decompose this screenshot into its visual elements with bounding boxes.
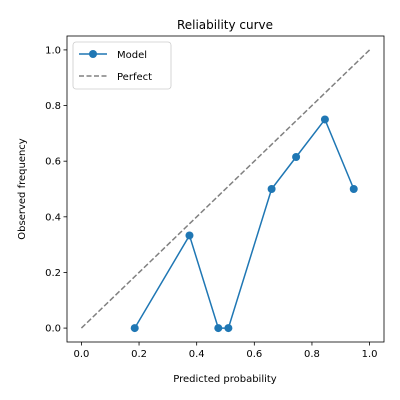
model-data-point	[267, 185, 276, 193]
model-data-point	[320, 115, 329, 124]
legend-label-model: Model	[117, 50, 147, 61]
y-tick-label: 0.4	[45, 212, 61, 223]
model-data-point	[224, 324, 233, 333]
x-axis-label: Predicted probability	[173, 374, 277, 385]
y-tick-label: 1.0	[45, 45, 61, 56]
model-series-line	[134, 117, 355, 329]
legend-model-marker	[89, 50, 97, 58]
legend: Model Perfect	[72, 41, 172, 90]
x-tick-label: 0.4	[189, 349, 205, 360]
x-tick-label: 0.2	[131, 349, 147, 360]
y-tick-label: 0.2	[45, 268, 61, 279]
x-tick-label: 0.8	[304, 349, 320, 360]
x-tick-label: 0.0	[73, 349, 89, 360]
plot-frame	[66, 35, 385, 343]
perfect-calibration-line	[80, 49, 371, 329]
x-tick-label: 0.6	[246, 349, 262, 360]
y-tick-label: 0.0	[45, 324, 61, 335]
model-data-point	[349, 185, 358, 193]
y-tick-label: 0.8	[45, 101, 61, 112]
x-tick-label: 1.0	[362, 349, 378, 360]
y-tick-label: 0.6	[45, 157, 61, 168]
model-data-point	[130, 324, 139, 333]
model-data-point	[292, 153, 301, 162]
model-data-point	[214, 324, 223, 333]
chart-title: Reliability curve	[177, 18, 273, 32]
legend-label-perfect: Perfect	[117, 72, 152, 83]
model-data-point	[185, 231, 194, 240]
y-axis-label: Observed frequency	[17, 138, 28, 240]
